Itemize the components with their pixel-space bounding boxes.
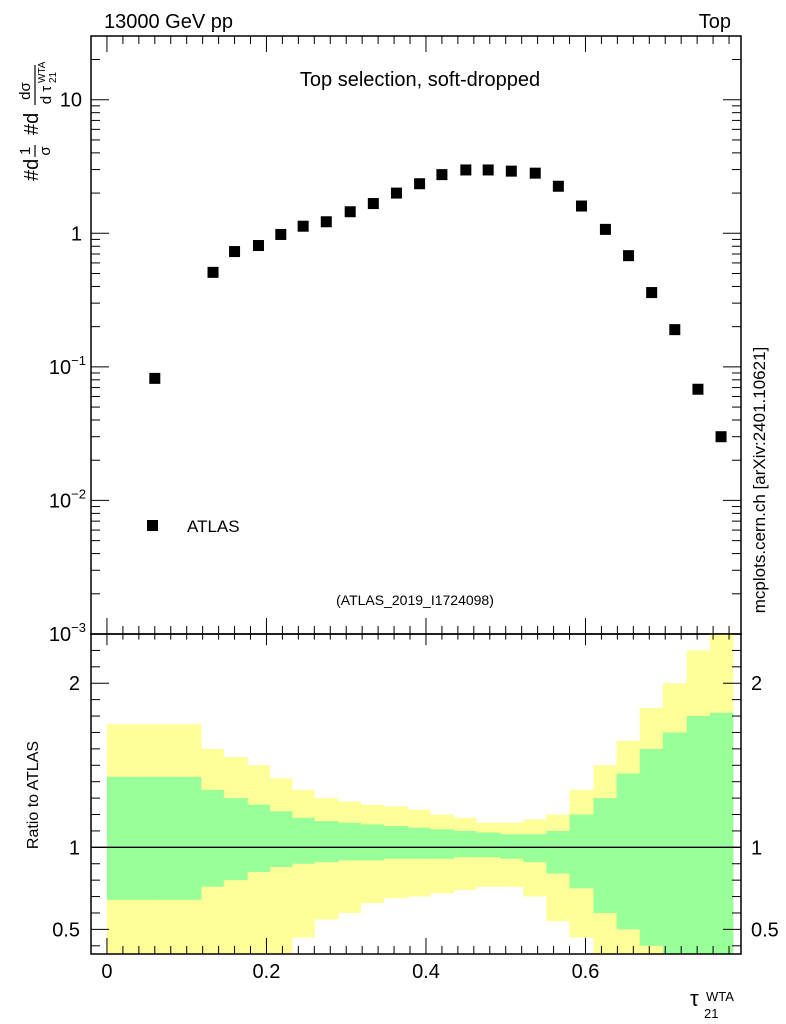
green-band-bin: [546, 830, 570, 874]
data-point: [297, 220, 309, 232]
data-point: [414, 178, 426, 190]
ratio-y-tick-label: 0.5: [52, 919, 80, 941]
data-point: [575, 200, 587, 212]
data-point: [505, 165, 517, 177]
data-point: [552, 180, 564, 192]
legend-marker-square: [147, 520, 158, 531]
data-point: [692, 383, 704, 395]
green-band-bin: [662, 732, 688, 954]
ylabel-prefix: #d: [21, 159, 43, 181]
data-point: [482, 164, 494, 176]
ratio-axis-ticks: 0.5 0.5 1 1 2 2 0 0.2 0.4 0.6: [52, 634, 779, 983]
ratio-y-axis-label: Ratio to ATLAS: [25, 741, 42, 849]
ylabel-frac2-num: dσ: [17, 81, 34, 99]
green-band-bin: [269, 811, 293, 868]
green-band-bin: [569, 814, 594, 889]
x-axis-label: τ WTA 21: [690, 986, 734, 1021]
ratio-y-tick-label: 2: [69, 673, 80, 695]
ylabel-frac1-num: 1: [17, 147, 34, 155]
ylabel-frac2-den: d τ: [38, 86, 55, 105]
legend-label: ATLAS: [187, 517, 240, 536]
ratio-panel: 0.5 0.5 1 1 2 2 0 0.2 0.4 0.6: [52, 633, 779, 983]
x-tick-label: 0.6: [572, 961, 600, 983]
data-point: [229, 246, 241, 258]
y-tick-label: 10: [60, 90, 82, 112]
data-point: [669, 324, 681, 336]
ylabel-sub: 21: [48, 71, 59, 83]
main-panel: ATLAS 10−3 10−2 10−1 1 10 Top selection, sof…: [49, 35, 742, 646]
green-band-bin: [223, 798, 248, 881]
main-y-axis-label: #d 1 σ #d dσ d τ 21 WTA: [17, 61, 59, 181]
green-band-bin: [429, 829, 455, 859]
data-point: [529, 167, 541, 179]
green-band-bin: [247, 804, 271, 872]
green-band-bin: [154, 776, 180, 900]
green-band-bin: [709, 712, 734, 954]
plot-title: Top selection, soft-dropped: [300, 69, 540, 91]
y-tick-label: 10−1: [49, 353, 86, 379]
green-band-bin: [360, 824, 385, 861]
data-point: [599, 223, 611, 235]
reference-annotation: (ATLAS_2019_I1724098): [336, 592, 494, 608]
legend: ATLAS: [147, 517, 240, 536]
green-band-bin: [178, 776, 202, 900]
data-point: [320, 216, 332, 228]
ylabel-mid: #d: [21, 113, 43, 135]
x-tick-label: 0.2: [253, 961, 281, 983]
mcplots-credit: mcplots.cern.ch [arXiv:2401.10621]: [750, 347, 769, 613]
green-band-bin: [476, 832, 501, 858]
main-plot-frame: [90, 35, 742, 635]
xlabel-base: τ: [690, 986, 699, 1011]
green-band-bin: [593, 798, 617, 913]
data-point: [252, 240, 264, 252]
green-band-bin: [453, 830, 477, 858]
main-axis-ticks: 10−3 10−2 10−1 1 10: [49, 35, 741, 646]
data-point: [460, 164, 472, 176]
green-band-bin: [500, 834, 524, 859]
process-label: Top: [699, 11, 731, 33]
xlabel-sup: WTA: [706, 989, 734, 1004]
data-point: [149, 372, 161, 384]
green-band-bin: [130, 776, 156, 900]
ratio-y-tick-label-right: 0.5: [751, 919, 779, 941]
green-band-bin: [201, 789, 224, 887]
green-band-bin: [106, 776, 132, 900]
data-point: [367, 198, 379, 210]
data-point: [344, 206, 356, 218]
data-series-atlas: [149, 164, 727, 443]
data-point: [207, 266, 219, 278]
ylabel-frac1-den: σ: [37, 146, 54, 156]
green-band-bin: [291, 817, 315, 864]
green-band-bin: [314, 821, 339, 863]
ratio-bands: [106, 634, 734, 954]
data-point: [275, 228, 287, 240]
green-band-bin: [407, 827, 431, 859]
ratio-y-tick-label-right: 1: [751, 837, 762, 859]
green-band-bin: [686, 716, 711, 954]
green-band-bin: [523, 834, 547, 863]
green-band-bin: [616, 773, 641, 930]
ratio-y-tick-label-right: 2: [751, 673, 762, 695]
data-point: [436, 169, 448, 181]
y-tick-label: 1: [71, 223, 82, 245]
energy-label: 13000 GeV pp: [104, 11, 233, 33]
data-point: [623, 250, 635, 262]
ratio-y-tick-label: 1: [69, 837, 80, 859]
x-tick-label: 0.4: [412, 961, 440, 983]
data-point: [390, 187, 402, 199]
y-tick-label: 10−2: [49, 486, 86, 512]
ylabel-sup: WTA: [37, 61, 48, 83]
green-band-bin: [338, 822, 361, 861]
x-tick-label: 0: [101, 961, 112, 983]
ratio-plot-frame: [90, 633, 742, 955]
data-point: [715, 431, 727, 443]
y-tick-label: 10−3: [49, 620, 86, 646]
xlabel-sub: 21: [704, 1006, 718, 1021]
data-point: [646, 287, 658, 299]
green-band-bin: [383, 826, 409, 859]
